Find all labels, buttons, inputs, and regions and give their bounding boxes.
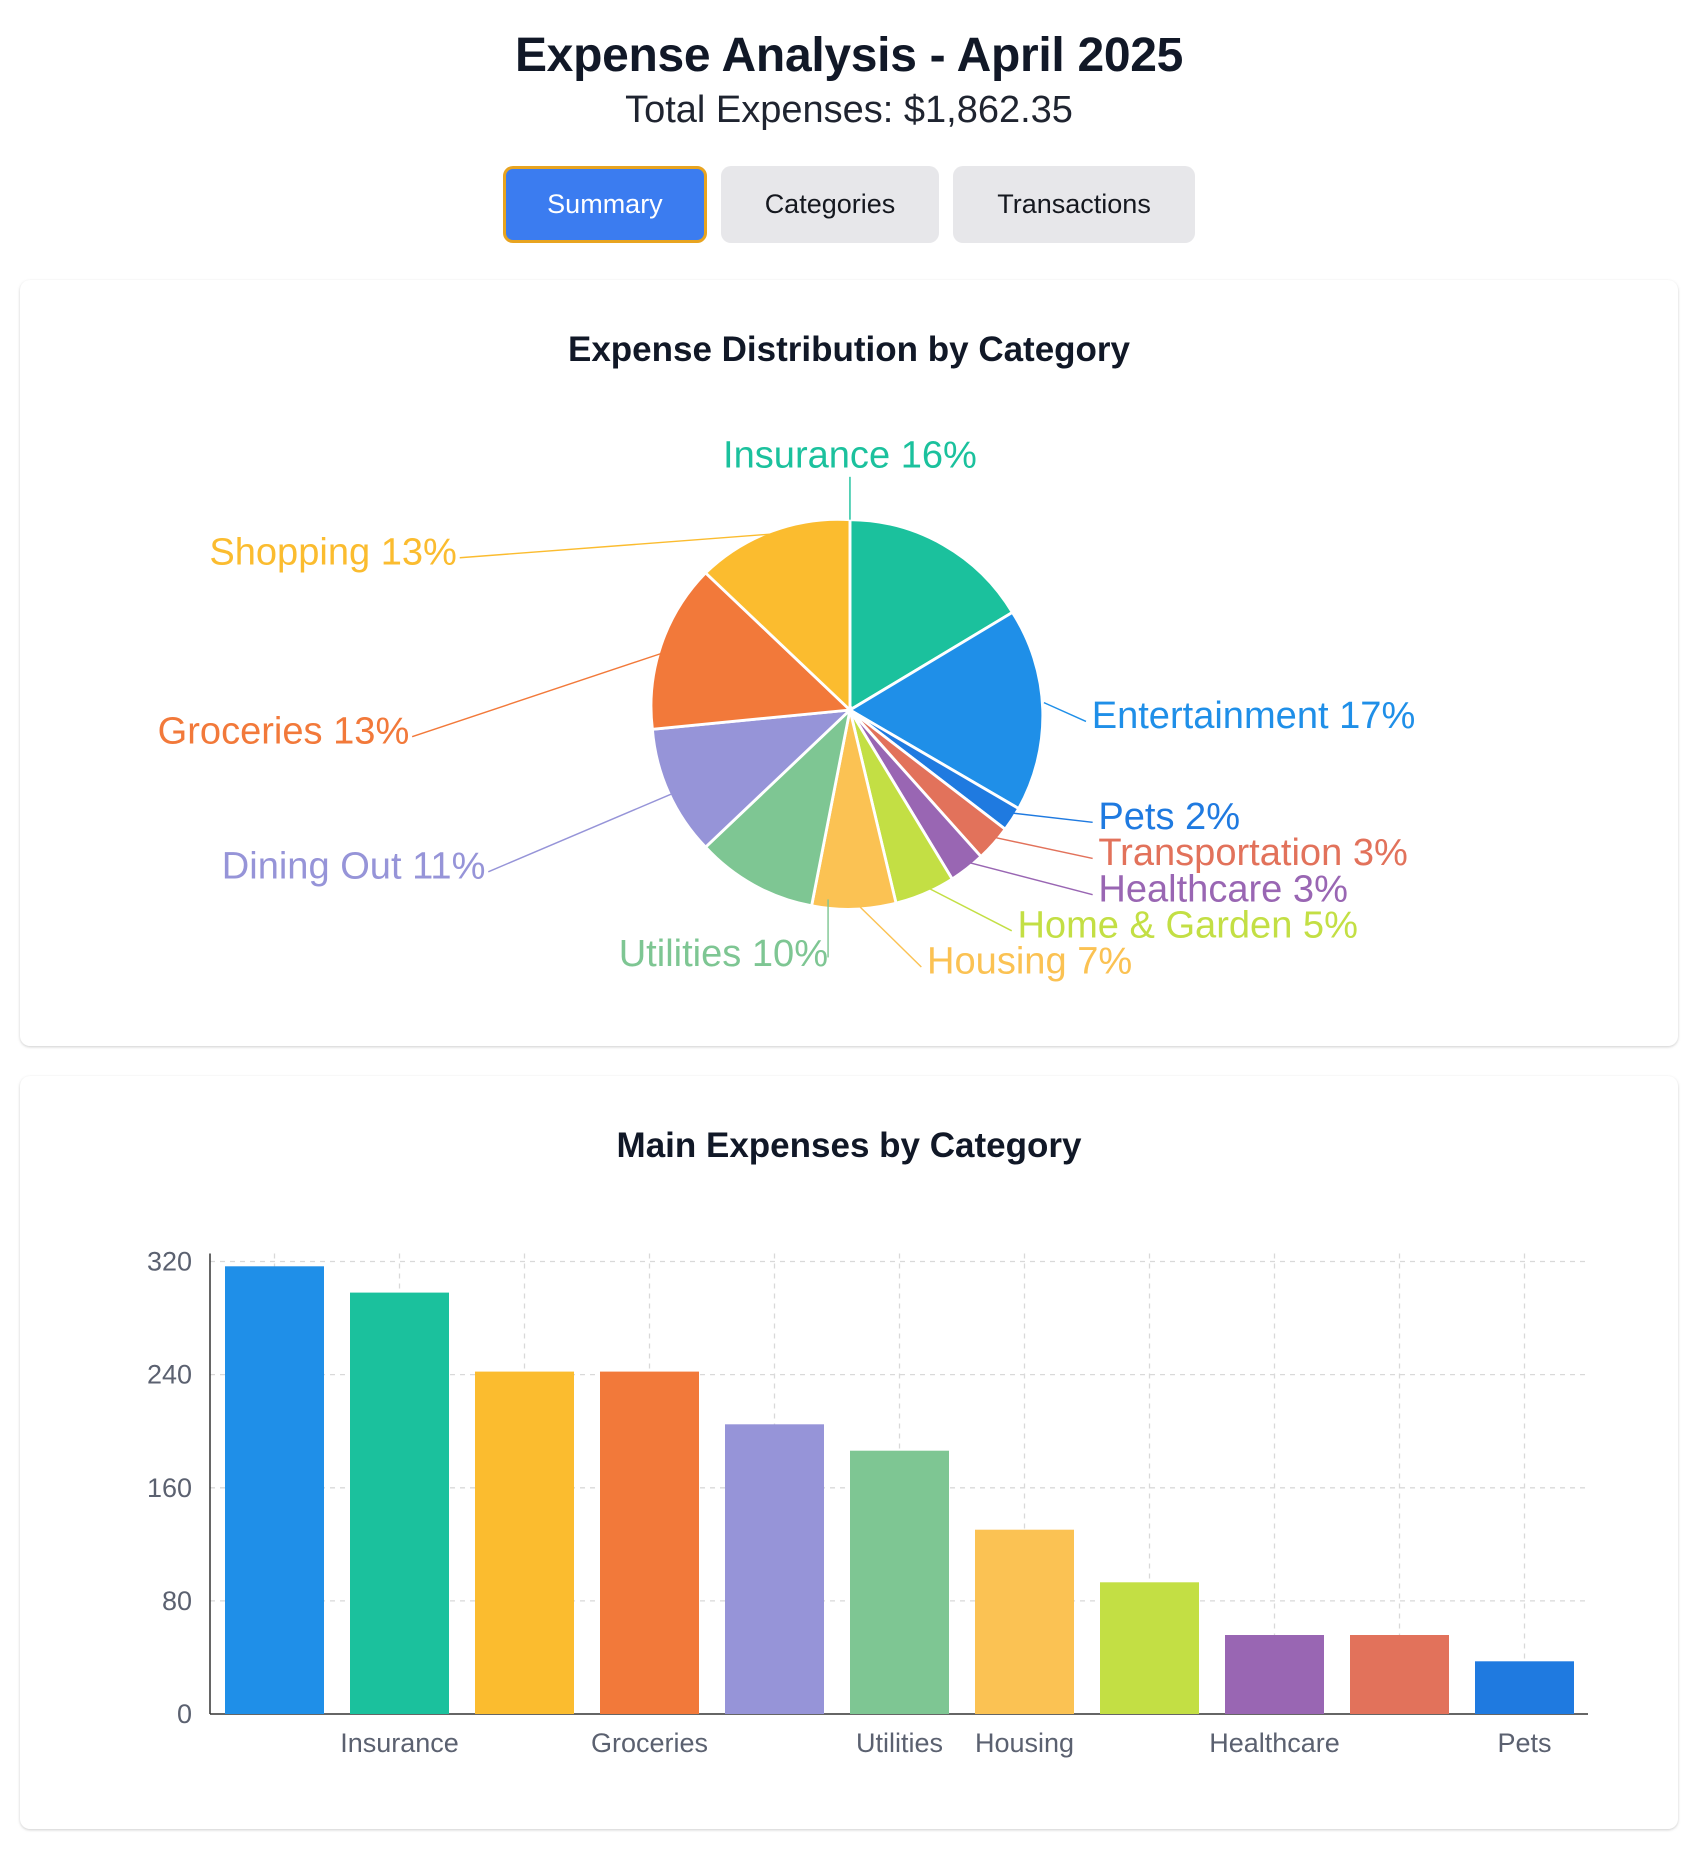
svg-text:Dining Out 11%: Dining Out 11%: [222, 845, 486, 887]
svg-text:0: 0: [177, 1699, 192, 1729]
svg-text:320: 320: [147, 1247, 192, 1277]
svg-text:Shopping 13%: Shopping 13%: [209, 531, 457, 573]
svg-text:240: 240: [147, 1360, 192, 1390]
svg-text:Healthcare: Healthcare: [1209, 1728, 1340, 1758]
svg-text:Housing: Housing: [975, 1728, 1074, 1758]
svg-text:80: 80: [162, 1586, 192, 1616]
svg-text:Pets: Pets: [1497, 1728, 1551, 1758]
svg-text:Insurance: Insurance: [340, 1728, 459, 1758]
svg-text:Utilities: Utilities: [856, 1728, 943, 1758]
svg-text:Housing 7%: Housing 7%: [927, 941, 1132, 983]
svg-text:160: 160: [147, 1473, 192, 1503]
svg-text:Groceries: Groceries: [591, 1728, 708, 1758]
svg-text:Entertainment 17%: Entertainment 17%: [1092, 695, 1416, 737]
svg-text:Insurance 16%: Insurance 16%: [723, 434, 977, 476]
svg-text:Groceries 13%: Groceries 13%: [158, 710, 410, 752]
svg-text:Utilities 10%: Utilities 10%: [619, 933, 828, 975]
